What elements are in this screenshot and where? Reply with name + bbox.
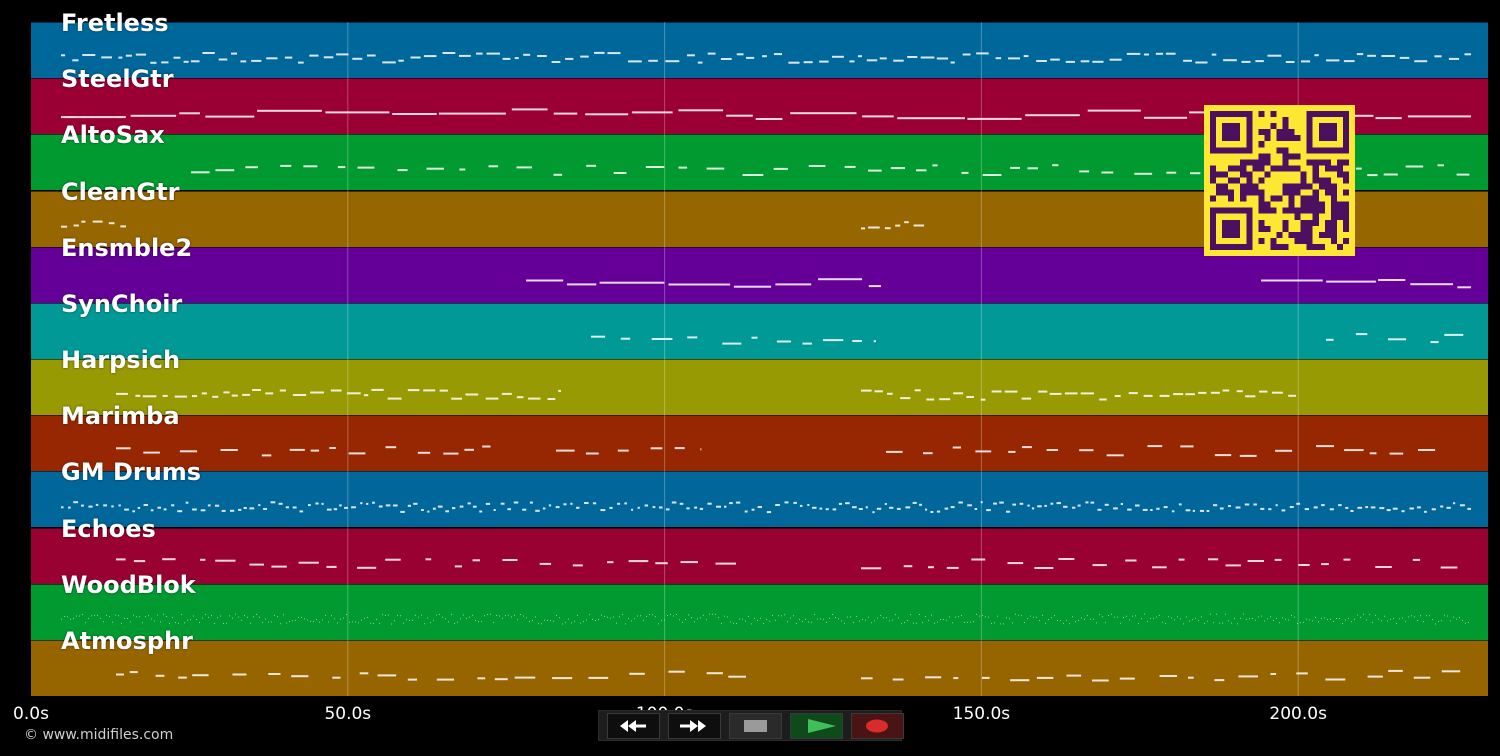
transport-bar	[598, 710, 904, 741]
track-label: Harpsich	[61, 346, 181, 374]
rewind-button[interactable]	[607, 713, 660, 739]
fast-forward-icon	[680, 720, 706, 732]
track-lane[interactable]	[31, 415, 1488, 472]
track-lane[interactable]	[31, 471, 1488, 528]
copyright-notice: © www.midifiles.com	[24, 727, 174, 743]
time-tick-label: 50.0s	[324, 704, 372, 724]
track-label: Echoes	[61, 514, 156, 543]
track-label: Marimba	[61, 402, 180, 431]
track-lane[interactable]	[31, 302, 1488, 359]
track-lane[interactable]	[31, 527, 1488, 584]
qr-code	[1204, 105, 1355, 256]
record-icon	[866, 719, 888, 733]
track-label: CleanGtr	[61, 177, 180, 206]
track-lane[interactable]	[31, 246, 1488, 303]
record-button[interactable]	[851, 713, 904, 739]
stop-icon	[744, 720, 767, 732]
rewind-icon	[620, 720, 646, 732]
time-tick-label: 150.0s	[952, 704, 1011, 724]
track-lane[interactable]	[31, 639, 1488, 696]
fast-forward-button[interactable]	[668, 713, 721, 739]
play-button[interactable]	[790, 713, 843, 739]
track-label: Ensmble2	[61, 233, 193, 262]
track-label: Atmosphr	[61, 626, 193, 655]
track-label: Fretless	[61, 9, 169, 37]
stop-button[interactable]	[729, 713, 782, 739]
track-label: SteelGtr	[61, 65, 174, 94]
track-label: WoodBlok	[61, 570, 196, 599]
track-lane[interactable]	[31, 359, 1488, 416]
track-lane[interactable]	[31, 583, 1488, 640]
track-label: AltoSax	[61, 121, 165, 150]
play-icon	[808, 719, 836, 733]
time-tick-label: 200.0s	[1269, 704, 1327, 724]
time-tick-label: 0.0s	[13, 704, 49, 724]
track-label: GM Drums	[61, 458, 202, 487]
track-label: SynChoir	[61, 289, 183, 318]
track-lane[interactable]	[31, 22, 1488, 79]
